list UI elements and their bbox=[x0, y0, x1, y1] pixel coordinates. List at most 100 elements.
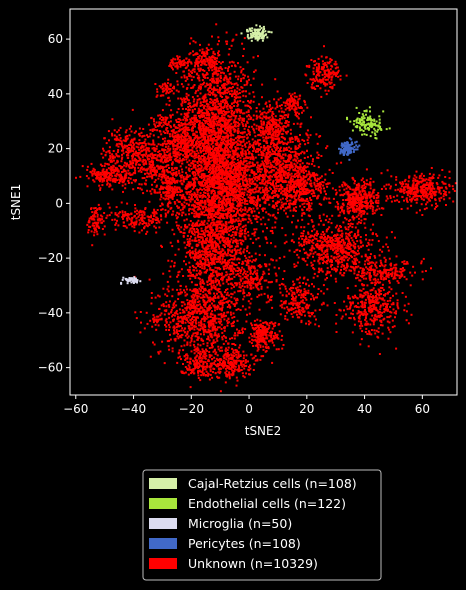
scatter-point bbox=[230, 44, 233, 47]
scatter-point bbox=[225, 261, 228, 264]
scatter-point bbox=[216, 82, 219, 85]
scatter-point bbox=[247, 130, 250, 132]
scatter-point bbox=[184, 101, 186, 104]
scatter-point bbox=[193, 138, 195, 141]
scatter-point bbox=[241, 213, 244, 216]
scatter-point bbox=[239, 220, 242, 223]
scatter-point bbox=[259, 131, 262, 134]
scatter-point bbox=[230, 277, 233, 280]
scatter-point bbox=[194, 259, 196, 262]
scatter-point bbox=[220, 111, 223, 113]
scatter-point bbox=[169, 333, 171, 336]
scatter-point bbox=[203, 250, 206, 253]
scatter-point bbox=[197, 120, 200, 123]
scatter-point bbox=[209, 85, 212, 88]
scatter-point bbox=[238, 232, 241, 235]
scatter-point bbox=[231, 215, 234, 218]
scatter-point bbox=[203, 211, 206, 214]
scatter-point bbox=[280, 188, 283, 191]
scatter-point bbox=[226, 91, 229, 94]
scatter-point bbox=[241, 166, 244, 169]
scatter-point bbox=[204, 316, 207, 319]
scatter-point bbox=[264, 200, 267, 203]
scatter-point bbox=[269, 230, 272, 232]
scatter-point bbox=[207, 151, 210, 154]
scatter-point bbox=[204, 150, 207, 152]
scatter-point bbox=[215, 77, 218, 80]
scatter-point bbox=[211, 208, 214, 211]
scatter-point bbox=[207, 207, 210, 210]
scatter-point bbox=[181, 190, 183, 193]
scatter-point bbox=[243, 235, 246, 238]
scatter-point bbox=[195, 318, 197, 321]
scatter-point bbox=[195, 103, 198, 106]
scatter-point bbox=[218, 143, 221, 146]
scatter-point bbox=[210, 226, 213, 229]
scatter-point bbox=[248, 282, 251, 285]
scatter-point bbox=[233, 291, 236, 294]
scatter-point bbox=[215, 68, 218, 71]
scatter-point bbox=[185, 251, 188, 254]
scatter-point bbox=[264, 187, 267, 190]
scatter-point bbox=[217, 192, 220, 195]
scatter-point bbox=[208, 200, 211, 203]
scatter-point bbox=[181, 124, 184, 127]
scatter-point bbox=[206, 200, 209, 203]
scatter-point bbox=[193, 319, 196, 322]
scatter-point bbox=[178, 186, 181, 189]
scatter-point bbox=[254, 69, 257, 72]
scatter-point bbox=[216, 227, 219, 230]
scatter-point bbox=[242, 138, 245, 141]
scatter-point bbox=[214, 281, 217, 284]
scatter-point bbox=[215, 248, 218, 251]
scatter-point bbox=[210, 334, 213, 337]
scatter-point bbox=[241, 86, 244, 89]
scatter-point bbox=[226, 139, 229, 142]
scatter-point bbox=[227, 121, 230, 124]
scatter-point bbox=[214, 317, 217, 320]
scatter-point bbox=[228, 143, 231, 146]
scatter-point bbox=[201, 257, 204, 260]
scatter-point bbox=[249, 201, 252, 204]
scatter-point bbox=[174, 174, 177, 177]
scatter-point bbox=[203, 51, 205, 54]
scatter-point bbox=[225, 189, 228, 191]
scatter-point bbox=[236, 258, 239, 261]
scatter-point bbox=[199, 140, 202, 143]
scatter-point bbox=[201, 174, 203, 177]
scatter-point bbox=[221, 294, 224, 297]
scatter-point bbox=[239, 332, 242, 334]
scatter-point bbox=[219, 162, 221, 164]
scatter-point bbox=[228, 203, 231, 206]
scatter-point bbox=[205, 82, 208, 85]
scatter-point bbox=[232, 272, 235, 275]
scatter-point bbox=[201, 135, 204, 138]
scatter-point bbox=[217, 186, 220, 189]
scatter-point bbox=[185, 95, 188, 98]
scatter-point bbox=[220, 129, 223, 132]
scatter-point bbox=[198, 121, 201, 124]
scatter-point bbox=[211, 328, 214, 331]
scatter-point bbox=[207, 142, 210, 145]
scatter-point bbox=[209, 235, 212, 238]
scatter-point bbox=[164, 293, 167, 296]
scatter-point bbox=[224, 98, 227, 101]
scatter-point bbox=[209, 237, 212, 239]
scatter-point bbox=[194, 301, 197, 304]
scatter-point bbox=[234, 188, 237, 191]
scatter-point bbox=[212, 158, 215, 161]
scatter-point bbox=[192, 257, 195, 260]
scatter-point bbox=[217, 112, 220, 115]
scatter-point bbox=[261, 96, 263, 99]
scatter-point bbox=[209, 296, 212, 299]
scatter-point bbox=[200, 323, 203, 326]
scatter-point bbox=[236, 181, 239, 184]
scatter-point bbox=[239, 198, 242, 201]
scatter-point bbox=[214, 104, 217, 107]
scatter-point bbox=[194, 293, 197, 296]
scatter-point bbox=[152, 134, 155, 137]
scatter-point bbox=[214, 172, 217, 175]
scatter-point bbox=[169, 114, 172, 117]
scatter-point bbox=[214, 106, 217, 109]
scatter-point bbox=[217, 115, 220, 118]
